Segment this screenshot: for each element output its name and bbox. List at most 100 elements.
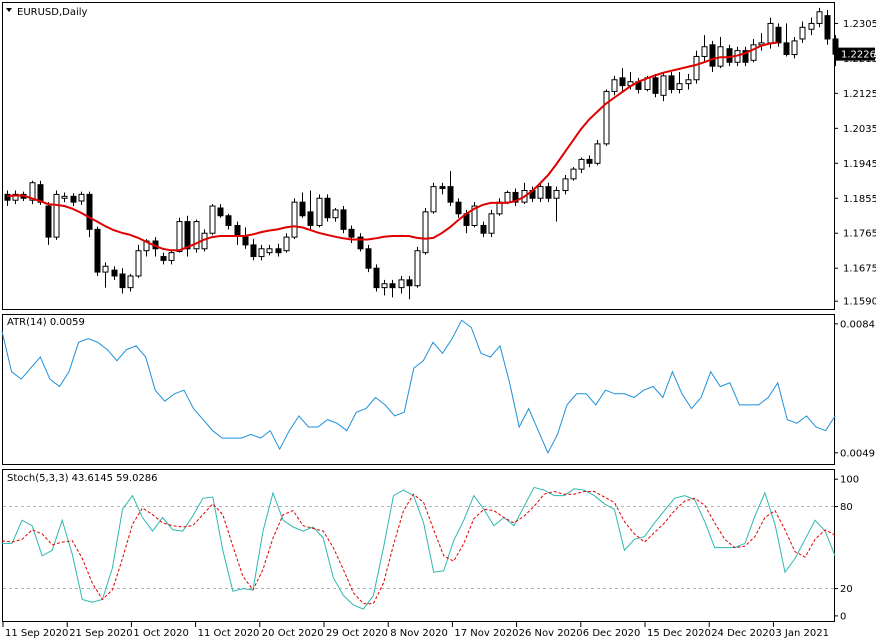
date-tick-label: 3 Jan 2021 xyxy=(775,628,829,639)
date-tick-label: 15 Dec 2020 xyxy=(647,628,711,639)
candle-body-bull xyxy=(603,90,610,145)
candle-body-bull xyxy=(61,195,68,199)
candle-body-bear xyxy=(652,77,659,94)
price-panel[interactable]: 1.23051.22151.21251.20351.19451.18551.17… xyxy=(2,2,876,310)
candle xyxy=(398,275,405,294)
candle-body-bull xyxy=(816,11,823,24)
price-chart-title: EURUSD,Daily xyxy=(17,7,88,18)
candle xyxy=(553,186,560,222)
price-tick-label: 1.1675 xyxy=(843,264,876,275)
candle-body-bear xyxy=(111,269,118,277)
candle-body-bear xyxy=(783,42,790,56)
candle xyxy=(562,174,569,195)
candle-body-bear xyxy=(184,221,191,250)
candle xyxy=(168,250,175,265)
candle xyxy=(160,252,167,265)
candle-body-bull xyxy=(701,46,708,57)
candle-body-bear xyxy=(742,50,749,63)
candle-body-bear xyxy=(160,256,167,261)
candle xyxy=(316,194,323,228)
candle-body-bear xyxy=(586,158,593,164)
date-axis: 11 Sep 2020 21 Sep 2020 1 Oct 2020 11 Oct 2… xyxy=(2,622,829,639)
candle-body-bear xyxy=(275,248,282,254)
candle xyxy=(184,215,191,257)
date-tick-label: 8 Nov 2020 xyxy=(390,628,448,639)
price-tick-label: 1.1945 xyxy=(843,159,876,170)
candle xyxy=(12,190,19,205)
candle-body-bull xyxy=(316,197,323,226)
candle xyxy=(324,194,331,222)
candle xyxy=(332,207,339,222)
candle xyxy=(266,244,273,256)
candle-body-bull xyxy=(537,186,544,199)
date-tick-label: 17 Nov 2020 xyxy=(454,628,518,639)
candle-body-bear xyxy=(340,209,347,230)
candle-body-bear xyxy=(348,228,355,238)
candle-body-bear xyxy=(242,236,249,246)
candle xyxy=(603,89,610,146)
date-tick-label: 11 Oct 2020 xyxy=(198,628,260,639)
date-tick-label: 1 Oct 2020 xyxy=(133,628,188,639)
candle xyxy=(775,23,782,47)
candle xyxy=(209,204,216,236)
candle xyxy=(439,182,446,195)
candle-body-bull xyxy=(291,201,298,238)
candle-body-bear xyxy=(726,48,733,63)
candle-body-bull xyxy=(685,79,692,85)
candle-body-bull xyxy=(570,168,577,180)
date-tick-label: 21 Sep 2020 xyxy=(69,628,132,639)
candle xyxy=(668,71,675,94)
candle-body-bear xyxy=(324,197,331,219)
moving-average xyxy=(6,41,778,252)
candle-body-bull xyxy=(12,193,19,201)
candle xyxy=(471,202,478,228)
candle-body-bull xyxy=(553,189,560,199)
candle xyxy=(86,191,93,238)
candle-body-bear xyxy=(365,248,372,269)
candle-body-bear xyxy=(119,273,126,289)
candle xyxy=(225,213,232,230)
candle-body-bull xyxy=(176,221,183,252)
candle xyxy=(594,139,601,166)
candle-body-bull xyxy=(611,79,618,92)
candle xyxy=(676,71,683,94)
price-y-axis: 1.23051.22151.21251.20351.19451.18551.17… xyxy=(834,19,876,308)
atr-panel-frame xyxy=(2,314,835,465)
candle-body-bear xyxy=(709,44,716,67)
candle-body-bear xyxy=(619,77,626,87)
candle xyxy=(78,191,85,205)
candle-body-bull xyxy=(168,252,175,261)
candle xyxy=(340,206,347,234)
price-tick-label: 1.1855 xyxy=(843,194,876,205)
candle xyxy=(29,180,36,205)
candle xyxy=(750,38,757,63)
candle-body-bear xyxy=(480,224,487,234)
candle xyxy=(45,202,52,245)
atr-tick-label: 0.0049 xyxy=(840,448,875,459)
stoch-panel[interactable]: 100 80 20 0 Stoch(5,3,3) 43.6145 59.0286 xyxy=(1,469,859,623)
candle-body-bull xyxy=(471,205,478,226)
candle xyxy=(94,226,101,276)
date-tick-label: 11 Sep 2020 xyxy=(5,628,68,639)
candle-body-bull xyxy=(594,143,601,164)
title-dropdown-icon[interactable] xyxy=(6,8,12,12)
candle-body-bear xyxy=(225,215,232,226)
price-tick-label: 1.2305 xyxy=(843,19,876,30)
stoch-tick-label: 100 xyxy=(840,475,859,486)
candle-body-bull xyxy=(799,26,806,40)
atr-panel[interactable]: 0.0084 0.0049 ATR(14) 0.0059 xyxy=(1,314,875,465)
candle xyxy=(53,190,60,240)
atr-tick-label: 0.0084 xyxy=(840,319,875,330)
candle-body-bear xyxy=(299,201,306,217)
stoch-levels xyxy=(3,506,834,590)
candle xyxy=(816,7,823,28)
candle xyxy=(808,17,815,36)
candle-body-bear xyxy=(824,15,831,40)
price-tick-label: 1.2035 xyxy=(843,124,876,135)
stoch-tick-label: 0 xyxy=(840,611,846,622)
candle-body-bear xyxy=(94,228,101,273)
candle xyxy=(726,44,733,67)
stoch-title: Stoch(5,3,3) 43.6145 59.0286 xyxy=(7,473,158,484)
candle-body-bull xyxy=(808,22,815,30)
